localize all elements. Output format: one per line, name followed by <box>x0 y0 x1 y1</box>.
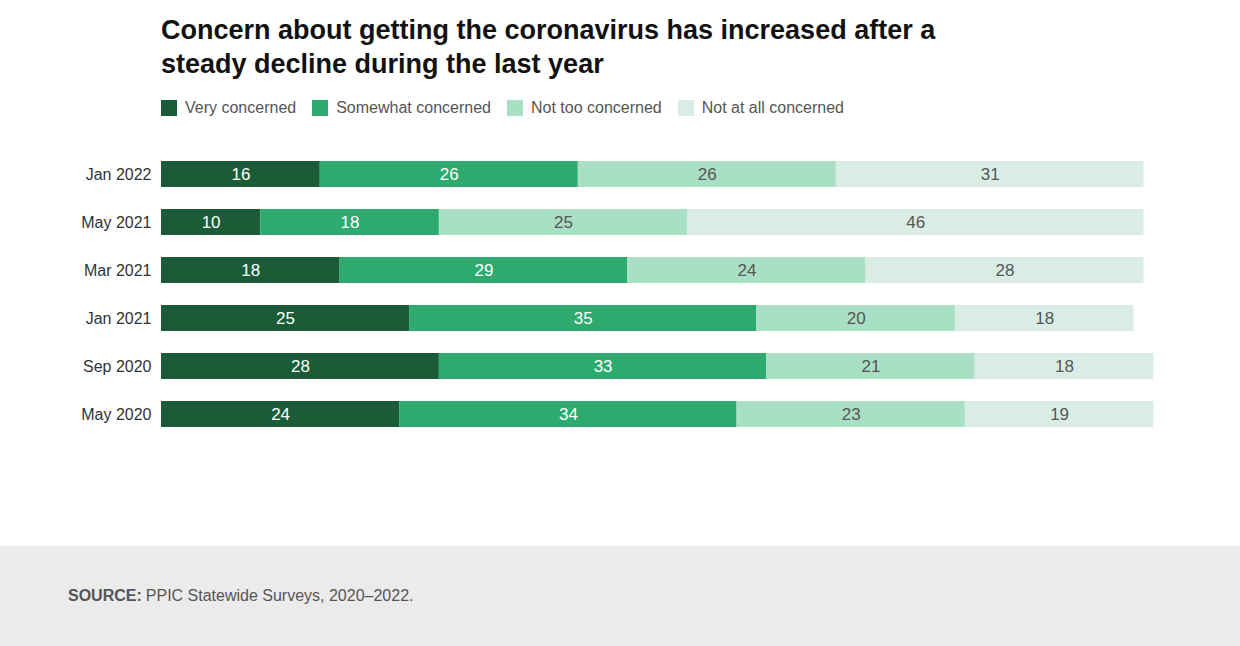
html-text:Very concerned: Very concerned <box>185 99 297 116</box>
svg-text:19: 19 <box>1050 404 1069 423</box>
svg-text:Sep 2020: Sep 2020 <box>83 357 152 374</box>
svg-text:31: 31 <box>981 164 1000 183</box>
svg-text:May 2021: May 2021 <box>81 213 151 230</box>
svg-text:24: 24 <box>738 260 757 279</box>
svg-text:28: 28 <box>291 356 310 375</box>
svg-text:26: 26 <box>698 164 717 183</box>
svg-text:18: 18 <box>341 212 360 231</box>
svg-text:18: 18 <box>241 260 260 279</box>
svg-text:Jan 2022: Jan 2022 <box>86 165 152 182</box>
svg-text:16: 16 <box>231 164 250 183</box>
svg-text:Mar 2021: Mar 2021 <box>84 261 152 278</box>
html-text:Not too concerned: Not too concerned <box>531 99 662 116</box>
html-text:Concern about getting the coro: Concern about getting the coronavirus ha… <box>161 15 936 79</box>
svg-text:21: 21 <box>862 356 881 375</box>
svg-text:34: 34 <box>559 404 578 423</box>
svg-text:25: 25 <box>276 308 295 327</box>
svg-text:29: 29 <box>475 260 494 279</box>
svg-text:20: 20 <box>847 308 866 327</box>
svg-text:26: 26 <box>440 164 459 183</box>
svg-text:Jan 2021: Jan 2021 <box>86 309 152 326</box>
svg-text:35: 35 <box>574 308 593 327</box>
html-text:SOURCE: PPIC Statewide Surveys: SOURCE: PPIC Statewide Surveys, 2020–202… <box>68 587 414 604</box>
html-text:Somewhat concerned: Somewhat concerned <box>336 99 491 116</box>
svg-text:46: 46 <box>906 212 925 231</box>
svg-text:28: 28 <box>996 260 1015 279</box>
svg-text:18: 18 <box>1055 356 1074 375</box>
svg-text:10: 10 <box>202 212 221 231</box>
svg-text:33: 33 <box>594 356 613 375</box>
svg-text:23: 23 <box>842 404 861 423</box>
svg-text:24: 24 <box>271 404 290 423</box>
html-text:Not at all concerned: Not at all concerned <box>701 99 844 116</box>
svg-text:25: 25 <box>554 212 573 231</box>
svg-text:18: 18 <box>1035 308 1054 327</box>
svg-text:May 2020: May 2020 <box>81 405 151 422</box>
